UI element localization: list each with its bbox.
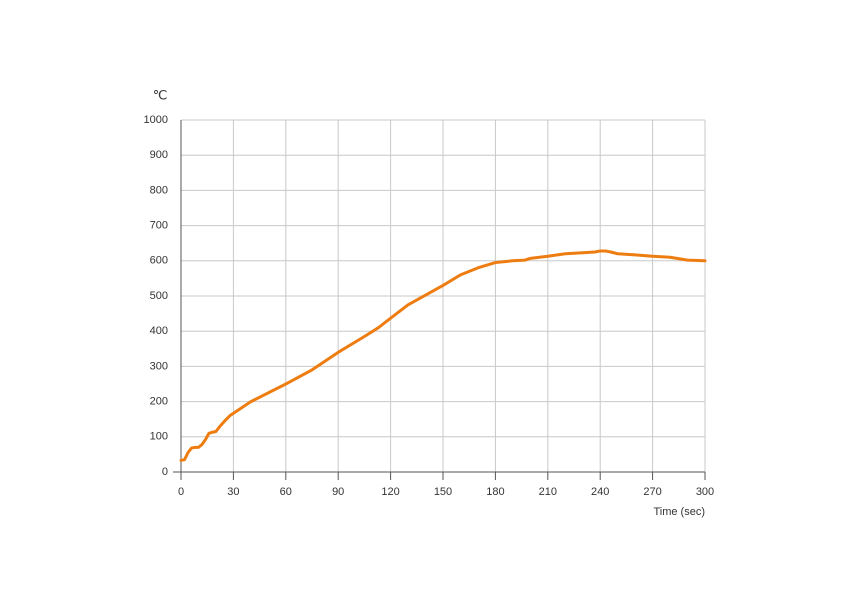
x-tick-label: 150: [434, 486, 452, 498]
y-tick-label: 700: [150, 220, 168, 232]
y-tick-label: 900: [150, 149, 168, 161]
x-tick-label: 30: [227, 486, 239, 498]
x-tick-label: 210: [539, 486, 557, 498]
y-tick-label: 0: [162, 466, 168, 478]
y-tick-label: 100: [150, 431, 168, 443]
x-tick-label: 90: [332, 486, 344, 498]
data-line: [179, 249, 707, 462]
x-tick-label: 0: [178, 486, 184, 498]
y-tick-label: 1000: [144, 114, 168, 126]
x-tick-label: 120: [381, 486, 399, 498]
y-tick-label: 600: [150, 255, 168, 267]
y-tick-label: 800: [150, 184, 168, 196]
x-tick-label: 270: [643, 486, 661, 498]
y-tick-label: 300: [150, 360, 168, 372]
y-tick-label: 400: [150, 325, 168, 337]
y-tick-label: 200: [150, 396, 168, 408]
x-tick-label: 60: [280, 486, 292, 498]
x-axis-label: Time (sec): [653, 506, 705, 518]
x-tick-label: 180: [486, 486, 504, 498]
x-tick-label: 240: [591, 486, 609, 498]
y-axis-label: ℃: [153, 87, 168, 102]
y-tick-label: 500: [150, 290, 168, 302]
x-tick-label: 300: [696, 486, 714, 498]
